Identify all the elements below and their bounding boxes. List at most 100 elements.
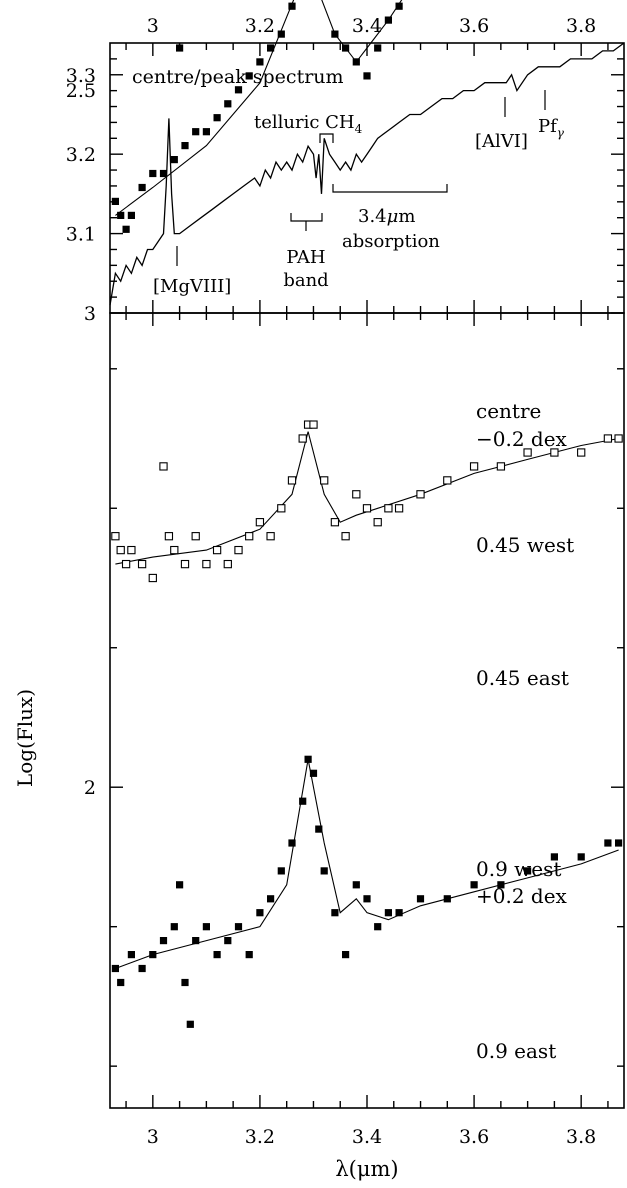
series-4-data-point bbox=[256, 909, 264, 917]
pah-bracket bbox=[290, 213, 323, 231]
x-axis-label: λ(μm) bbox=[335, 1157, 398, 1181]
series-4-data-point bbox=[304, 755, 312, 763]
series-3-data-point bbox=[127, 545, 136, 555]
absorption-bracket bbox=[332, 184, 448, 193]
series-3-data-point bbox=[191, 532, 200, 541]
top-x-tick-label: 3.4 bbox=[352, 15, 382, 37]
series-3-data-point bbox=[298, 434, 307, 443]
series-label-09-east: 0.9 east bbox=[476, 1039, 556, 1063]
series-4-data-point bbox=[224, 937, 232, 945]
series-3-data-point bbox=[416, 490, 425, 499]
series-4-data-point bbox=[550, 853, 558, 861]
series-3-data-point bbox=[111, 532, 120, 541]
series-4-data-point bbox=[320, 867, 328, 875]
pfgamma-label: Pfγ bbox=[538, 116, 565, 140]
series-3-data-point bbox=[309, 420, 318, 429]
series-3-data-point bbox=[352, 490, 361, 499]
series-2-data-point bbox=[331, 30, 339, 38]
series-4-data-point bbox=[202, 923, 210, 931]
series-2-data-point bbox=[192, 128, 200, 136]
series-3-data-point bbox=[266, 532, 275, 541]
series-4-data-point bbox=[443, 895, 451, 903]
series-3-data-point bbox=[577, 448, 586, 457]
pfgamma-label-main: Pf bbox=[538, 116, 558, 137]
series-4-data-point bbox=[604, 839, 612, 847]
spectral-line-annotations: [MgVIII] telluric CH4 PAH band 3.4μm abs… bbox=[153, 90, 565, 297]
series-3-data-point bbox=[287, 476, 297, 485]
series-2-data-point bbox=[374, 44, 382, 52]
centre-peak-spectrum-line bbox=[109, 42, 625, 306]
y-axis-label: Log(Flux) bbox=[13, 689, 37, 787]
absorption-label-mu: μ bbox=[387, 206, 399, 227]
bottom-y-tick-label: 2 bbox=[84, 777, 96, 799]
series-4-data-point bbox=[176, 881, 184, 889]
series-3-data-point bbox=[180, 559, 190, 569]
series-4-data-point bbox=[288, 839, 296, 847]
absorption-label-unit: m bbox=[398, 206, 415, 227]
series-2-data-point bbox=[352, 58, 360, 66]
series-3-data-point bbox=[255, 518, 265, 527]
series-4-data-point bbox=[149, 951, 157, 959]
series-4-data-point bbox=[470, 881, 478, 889]
telluric-label: telluric CH4 bbox=[254, 112, 363, 136]
series-2-data-point bbox=[117, 211, 125, 219]
series-3-data-point bbox=[496, 462, 506, 471]
series-label-045-east: 0.45 east bbox=[476, 666, 569, 690]
series-2-data-point bbox=[159, 169, 168, 178]
series-3-data-point bbox=[443, 476, 452, 485]
series-3-data-point bbox=[116, 545, 125, 555]
series-4-data-point bbox=[186, 1020, 194, 1028]
series-3-fit-line bbox=[115, 431, 619, 565]
series-2-data-point bbox=[224, 100, 232, 108]
series-2-data-point bbox=[202, 128, 210, 136]
pah-label-line1: PAH bbox=[286, 247, 325, 268]
series-2-data-point bbox=[234, 86, 243, 94]
series-label-centre-line2: −0.2 dex bbox=[476, 427, 568, 451]
absorption-label-line1: 3.4μm bbox=[358, 206, 415, 227]
series-2-data-point bbox=[288, 2, 296, 10]
series-4-data-point bbox=[181, 978, 189, 987]
series-4-data-point bbox=[363, 895, 371, 903]
top-y-tick-label: 3.3 bbox=[66, 65, 96, 87]
series-label-centre-line1: centre bbox=[476, 399, 541, 423]
series-3-data-point bbox=[469, 462, 479, 471]
series-2-data-point bbox=[138, 183, 146, 192]
series-4-data-point bbox=[127, 951, 135, 959]
series-3-data-point bbox=[523, 448, 532, 457]
bottom-x-tick-label: 3.2 bbox=[245, 1126, 275, 1148]
x-axis-label-unit: (μm) bbox=[349, 1157, 399, 1181]
series-2-data-point bbox=[395, 2, 403, 10]
series-3-data-point bbox=[614, 434, 623, 443]
series-4-data-point bbox=[267, 895, 275, 903]
series-labels: centre −0.2 dex 0.45 west 0.45 east 0.9 … bbox=[476, 399, 574, 1063]
series-4-data-point bbox=[299, 797, 307, 805]
series-label-045-west: 0.45 west bbox=[476, 533, 574, 557]
bottom-x-tick-label: 3.6 bbox=[459, 1126, 489, 1148]
series-3-data-point bbox=[234, 545, 243, 555]
top-x-tick-label: 3 bbox=[147, 15, 159, 37]
series-3-data-point bbox=[373, 518, 382, 527]
top-y-tick-label: 3.2 bbox=[66, 144, 96, 166]
series-4-data-point bbox=[309, 769, 318, 777]
series-3-data-point bbox=[603, 434, 613, 443]
top-x-tick-label: 3.8 bbox=[566, 15, 596, 37]
series-3-data-point bbox=[330, 518, 340, 527]
series-4-data-point bbox=[331, 909, 339, 917]
bottom-y-tick-label: 2.5 bbox=[66, 80, 96, 102]
series-4-data-point bbox=[352, 881, 360, 889]
absorption-label-number: 3.4 bbox=[358, 206, 387, 227]
series-3-data-point bbox=[341, 532, 350, 541]
series-3-data-point bbox=[320, 476, 329, 485]
series-2-data-point bbox=[127, 211, 135, 219]
series-4-data-point bbox=[577, 853, 585, 861]
series-2-data-point bbox=[363, 72, 371, 80]
axis-ticks bbox=[110, 43, 624, 1108]
mgviii-label: [MgVIII] bbox=[153, 276, 231, 297]
series-4-data-point bbox=[277, 867, 285, 875]
series-3-data-point bbox=[121, 559, 131, 569]
series-label-09-west-line1: 0.9 west bbox=[476, 857, 561, 881]
series-4-data-point bbox=[213, 951, 221, 959]
series-3-data-point bbox=[362, 504, 372, 513]
series-4-data-point bbox=[395, 909, 403, 917]
bottom-panel-series bbox=[111, 0, 623, 1028]
